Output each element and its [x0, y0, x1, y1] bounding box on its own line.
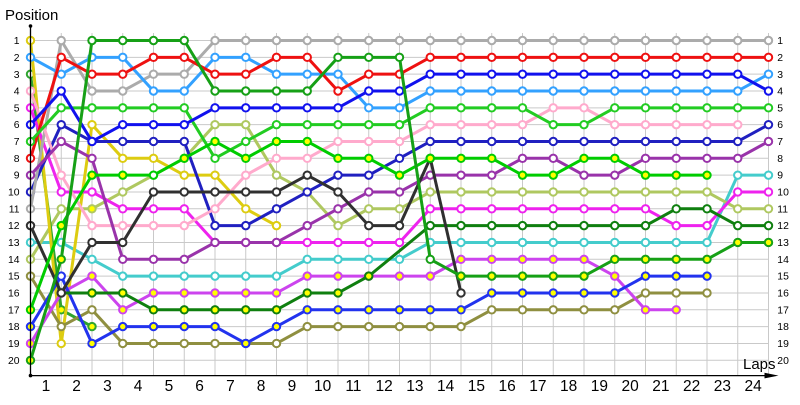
svg-text:8: 8	[257, 378, 266, 395]
svg-text:8: 8	[777, 154, 783, 165]
svg-text:12: 12	[375, 378, 392, 395]
svg-text:6: 6	[14, 120, 20, 131]
svg-text:Laps: Laps	[743, 356, 776, 373]
svg-text:4: 4	[777, 87, 783, 98]
svg-text:13: 13	[777, 238, 789, 249]
svg-text:21: 21	[652, 378, 669, 395]
svg-text:20: 20	[8, 356, 20, 367]
svg-text:8: 8	[14, 154, 20, 165]
svg-text:4: 4	[14, 87, 20, 98]
svg-text:14: 14	[8, 255, 20, 266]
svg-text:2: 2	[72, 378, 81, 395]
svg-text:7: 7	[14, 137, 20, 148]
svg-text:5: 5	[14, 103, 20, 114]
svg-text:14: 14	[437, 378, 455, 395]
svg-text:10: 10	[8, 188, 20, 199]
svg-text:18: 18	[8, 322, 20, 333]
svg-text:17: 17	[777, 305, 789, 316]
svg-text:9: 9	[777, 171, 783, 182]
svg-text:22: 22	[683, 378, 700, 395]
svg-text:9: 9	[288, 378, 297, 395]
svg-text:6: 6	[195, 378, 204, 395]
svg-text:2: 2	[14, 53, 20, 64]
svg-text:15: 15	[468, 378, 485, 395]
svg-text:11: 11	[777, 204, 788, 215]
svg-text:12: 12	[777, 221, 789, 232]
svg-text:24: 24	[744, 378, 762, 395]
svg-text:19: 19	[777, 339, 789, 350]
svg-text:18: 18	[560, 378, 577, 395]
svg-text:6: 6	[777, 120, 783, 131]
svg-text:10: 10	[777, 188, 789, 199]
svg-text:11: 11	[9, 204, 20, 215]
svg-text:17: 17	[529, 378, 546, 395]
svg-text:15: 15	[8, 272, 20, 283]
svg-text:16: 16	[8, 289, 20, 300]
svg-text:10: 10	[314, 378, 332, 395]
svg-text:12: 12	[8, 221, 20, 232]
svg-text:2: 2	[777, 53, 783, 64]
svg-text:Position: Position	[5, 7, 58, 24]
svg-text:3: 3	[103, 378, 112, 395]
svg-text:15: 15	[777, 272, 789, 283]
svg-text:13: 13	[8, 238, 20, 249]
svg-text:4: 4	[134, 378, 143, 395]
svg-text:5: 5	[165, 378, 174, 395]
svg-text:19: 19	[8, 339, 20, 350]
svg-text:19: 19	[591, 378, 608, 395]
svg-text:18: 18	[777, 322, 789, 333]
svg-text:3: 3	[14, 70, 20, 81]
svg-text:5: 5	[777, 103, 783, 114]
svg-text:23: 23	[714, 378, 731, 395]
svg-text:1: 1	[42, 378, 51, 395]
svg-text:13: 13	[406, 378, 423, 395]
svg-text:14: 14	[777, 255, 789, 266]
svg-text:1: 1	[14, 36, 20, 47]
svg-text:7: 7	[226, 378, 235, 395]
svg-text:11: 11	[345, 378, 361, 395]
svg-text:20: 20	[621, 378, 639, 395]
svg-text:3: 3	[777, 70, 783, 81]
svg-text:16: 16	[777, 289, 789, 300]
svg-text:1: 1	[777, 36, 783, 47]
svg-text:7: 7	[777, 137, 783, 148]
svg-text:9: 9	[14, 171, 20, 182]
svg-text:17: 17	[8, 305, 20, 316]
svg-text:16: 16	[498, 378, 515, 395]
svg-text:20: 20	[777, 356, 789, 367]
